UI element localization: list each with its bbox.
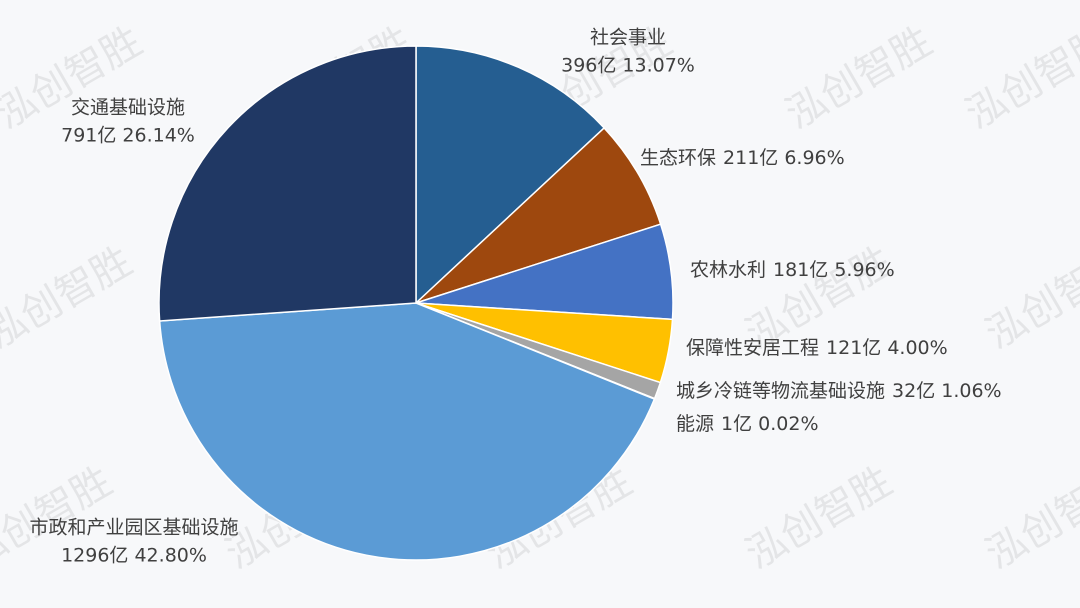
value-label: 211亿 6.96% xyxy=(723,147,845,169)
slice-label: 农林水利 xyxy=(690,259,766,281)
slice-label-group: 生态环保 211亿 6.96% xyxy=(640,147,845,169)
watermark: 泓创智胜 xyxy=(958,18,1080,138)
pie-slice xyxy=(158,45,417,322)
value-label: 791亿 26.14% xyxy=(61,125,195,147)
pie-slice xyxy=(415,45,606,305)
slice-label: 城乡冷链等物流基础设施 xyxy=(676,380,885,402)
slice-label-group: 保障性安居工程 121亿 4.00% xyxy=(686,337,948,359)
pie-slice xyxy=(158,302,656,561)
watermark: 泓创智胜 xyxy=(0,18,150,138)
slice-label: 社会事业 xyxy=(590,27,666,49)
watermark: 泓创智胜 xyxy=(978,238,1080,358)
watermark: 泓创智胜 xyxy=(778,18,940,138)
watermark: 泓创智胜 xyxy=(978,458,1080,578)
watermark: 泓创智胜 xyxy=(0,238,140,358)
value-label: 1亿 0.02% xyxy=(721,413,819,435)
value-label: 32亿 1.06% xyxy=(892,380,1002,402)
slice-label: 保障性安居工程 xyxy=(686,337,819,359)
slice-label: 市政和产业园区基础设施 xyxy=(29,517,238,539)
watermark: 泓创智胜 xyxy=(738,458,900,578)
value-label: 396亿 13.07% xyxy=(561,55,695,77)
slice-label: 生态环保 xyxy=(640,147,716,169)
value-label: 121亿 4.00% xyxy=(826,337,948,359)
value-label: 1296亿 42.80% xyxy=(61,545,207,567)
slice-label-group: 城乡冷链等物流基础设施 32亿 1.06% xyxy=(676,380,1002,402)
slice-label-group: 能源 1亿 0.02% xyxy=(676,413,819,435)
slice-label-group: 农林水利 181亿 5.96% xyxy=(690,259,895,281)
value-label: 181亿 5.96% xyxy=(773,259,895,281)
slice-label: 交通基础设施 xyxy=(71,97,185,119)
pie-slice xyxy=(415,126,662,304)
slice-label: 能源 xyxy=(676,413,714,435)
